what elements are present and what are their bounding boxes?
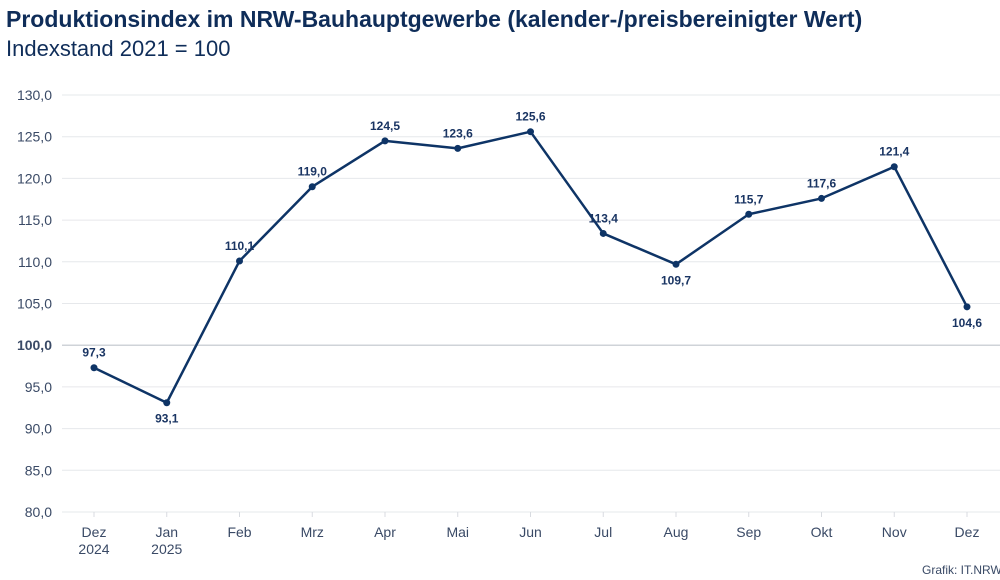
- y-tick-label: 100,0: [17, 337, 52, 353]
- data-point: [745, 210, 753, 218]
- x-tick-label: 2024: [78, 541, 109, 557]
- x-tick-label: Dez: [955, 524, 980, 540]
- data-label: 115,7: [734, 192, 764, 206]
- data-label: 117,6: [807, 176, 837, 190]
- data-label: 97,3: [82, 346, 106, 360]
- data-point: [308, 183, 316, 191]
- x-tick-label: Dez: [82, 524, 107, 540]
- y-tick-label: 125,0: [17, 129, 52, 145]
- x-tick-label: Mai: [446, 524, 469, 540]
- x-tick-label: Apr: [374, 524, 396, 540]
- data-label: 124,5: [370, 119, 400, 133]
- data-point: [163, 399, 171, 407]
- data-label: 119,0: [298, 165, 328, 179]
- data-label: 123,6: [443, 126, 473, 140]
- data-label: 110,1: [225, 239, 255, 253]
- series-line: [93, 130, 969, 404]
- data-point: [672, 260, 680, 268]
- data-label: 113,4: [589, 211, 619, 225]
- y-tick-label: 80,0: [25, 504, 52, 520]
- x-tick-label: Jul: [594, 524, 612, 540]
- y-tick-label: 115,0: [18, 212, 52, 228]
- y-tick-label: 110,0: [18, 254, 52, 270]
- data-point: [90, 364, 98, 372]
- data-label: 93,1: [155, 412, 179, 426]
- y-tick-label: 120,0: [17, 170, 52, 186]
- x-tick-label: Feb: [227, 524, 251, 540]
- x-tick-label: Jun: [519, 524, 542, 540]
- x-tick-label: Okt: [811, 524, 833, 540]
- y-tick-label: 130,0: [17, 87, 52, 103]
- data-point: [818, 194, 825, 202]
- data-point: [527, 128, 534, 136]
- data-point: [890, 163, 898, 171]
- data-point: [599, 229, 607, 237]
- source-note: Grafik: IT.NRW: [922, 563, 1000, 577]
- data-point: [454, 144, 462, 152]
- chart-title: Produktionsindex im NRW-Bauhauptgewerbe …: [6, 6, 863, 32]
- y-tick-label: 85,0: [25, 462, 52, 478]
- x-tick-label: Jan: [155, 524, 178, 540]
- data-label: 109,7: [661, 273, 691, 287]
- y-tick-label: 95,0: [25, 379, 52, 395]
- x-tick-label: Mrz: [301, 524, 324, 540]
- data-point: [963, 303, 971, 311]
- data-label: 121,4: [879, 145, 909, 159]
- x-tick-label: Sep: [736, 524, 761, 540]
- y-tick-label: 90,0: [25, 421, 52, 437]
- data-point: [381, 137, 389, 145]
- data-point: [236, 257, 243, 265]
- x-tick-label: 2025: [151, 541, 182, 557]
- chart-subtitle: Indexstand 2021 = 100: [6, 36, 231, 61]
- data-label: 125,6: [515, 110, 545, 124]
- x-tick-label: Nov: [882, 524, 907, 540]
- x-tick-label: Aug: [664, 524, 689, 540]
- y-tick-label: 105,0: [17, 296, 52, 312]
- data-label: 104,6: [952, 316, 982, 330]
